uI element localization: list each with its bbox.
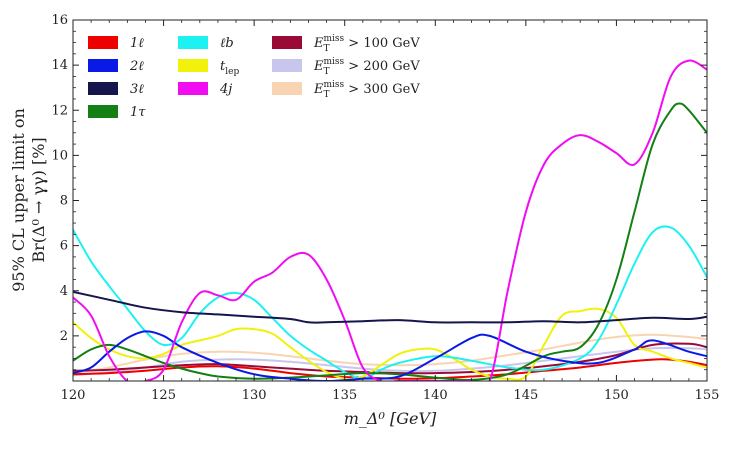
- series-line-9: [73, 333, 707, 375]
- series-line-8: [73, 346, 707, 377]
- legend-label: 3ℓ: [130, 82, 144, 97]
- legend-label: 2ℓ: [129, 59, 144, 74]
- legend-swatch: [272, 59, 302, 72]
- legend-swatch: [178, 59, 208, 72]
- y-tick-label: 16: [51, 13, 68, 28]
- y-tick-label: 4: [60, 284, 68, 299]
- legend-label: ETmiss > 300 GeV: [313, 80, 420, 100]
- series-line-4: [73, 225, 707, 380]
- y-tick-label: 6: [60, 239, 68, 254]
- x-tick-label: 130: [242, 388, 267, 403]
- legend-label: ETmiss > 100 GeV: [313, 34, 420, 54]
- x-tick-label: 155: [695, 388, 720, 403]
- y-tick-label: 10: [51, 148, 68, 163]
- x-tick-label: 140: [423, 388, 448, 403]
- legend-swatch: [88, 82, 118, 95]
- series-line-7: [73, 342, 707, 375]
- series-line-2: [73, 290, 707, 324]
- legend-swatch: [88, 105, 118, 118]
- legend-label: 4j: [219, 82, 232, 97]
- plot-frame: [72, 19, 708, 382]
- legend-swatch: [272, 36, 302, 49]
- legend-swatch: [272, 82, 302, 95]
- y-tick-label: 12: [51, 103, 68, 118]
- legend-label: 1ℓ: [130, 36, 144, 51]
- y-tick-label: 8: [60, 194, 68, 209]
- x-tick-label: 135: [332, 388, 357, 403]
- x-tick-label: 145: [513, 388, 538, 403]
- y-axis-title-line2: Br(Δ⁰ → γγ) [%]: [29, 137, 48, 262]
- legend-swatch: [88, 36, 118, 49]
- legend-label: ℓb: [220, 36, 234, 51]
- legend-label: 1τ: [130, 105, 146, 120]
- series-line-6: [73, 59, 707, 381]
- y-axis-title-line1: 95% CL upper limit on: [9, 108, 28, 292]
- x-tick-label: 125: [151, 388, 176, 403]
- legend-swatch: [88, 59, 118, 72]
- x-axis-title: m_Δ⁰ [GeV]: [344, 409, 437, 428]
- x-tick-label: 120: [61, 388, 86, 403]
- legend-swatch: [178, 82, 208, 95]
- legend-label: ETmiss > 200 GeV: [313, 57, 420, 77]
- x-tick-label: 150: [604, 388, 629, 403]
- legend-label: tlep: [220, 59, 239, 77]
- series-line-3: [73, 102, 707, 381]
- legend-swatch: [178, 36, 208, 49]
- y-tick-label: 2: [60, 329, 68, 344]
- y-tick-label: 14: [51, 58, 68, 73]
